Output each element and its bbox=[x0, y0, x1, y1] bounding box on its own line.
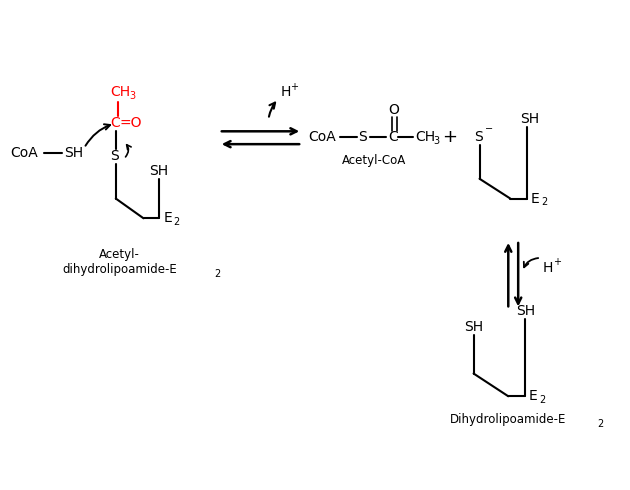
Text: =O: =O bbox=[120, 117, 142, 130]
Text: 2: 2 bbox=[597, 419, 604, 429]
Text: Acetyl-CoA: Acetyl-CoA bbox=[342, 154, 406, 168]
Text: −: − bbox=[484, 124, 493, 134]
Text: 2: 2 bbox=[541, 197, 547, 207]
Text: H: H bbox=[280, 85, 290, 99]
Text: SH: SH bbox=[64, 146, 83, 160]
Text: +: + bbox=[290, 82, 298, 92]
Text: 2: 2 bbox=[539, 395, 545, 405]
Text: SH: SH bbox=[520, 112, 539, 126]
Text: +: + bbox=[442, 128, 457, 146]
Text: Acetyl-: Acetyl- bbox=[100, 248, 140, 261]
Text: 2: 2 bbox=[173, 217, 180, 227]
Text: SH: SH bbox=[516, 304, 535, 318]
Text: E: E bbox=[531, 192, 540, 205]
Text: Dihydrolipoamide-E: Dihydrolipoamide-E bbox=[450, 414, 566, 426]
Text: S: S bbox=[110, 149, 118, 163]
Text: O: O bbox=[388, 102, 399, 117]
Text: C: C bbox=[388, 130, 398, 144]
Text: 3: 3 bbox=[433, 136, 439, 146]
Text: S: S bbox=[358, 130, 367, 144]
Text: 2: 2 bbox=[214, 269, 220, 279]
Text: SH: SH bbox=[464, 320, 483, 334]
Text: 3: 3 bbox=[130, 91, 136, 101]
Text: dihydrolipoamide-E: dihydrolipoamide-E bbox=[62, 263, 177, 276]
Text: C: C bbox=[110, 117, 120, 130]
Text: CoA: CoA bbox=[11, 146, 38, 160]
Text: CH: CH bbox=[110, 85, 130, 99]
Text: E: E bbox=[163, 211, 172, 225]
Text: E: E bbox=[529, 389, 538, 403]
Text: S: S bbox=[474, 130, 483, 144]
Text: SH: SH bbox=[149, 164, 169, 178]
Text: CH: CH bbox=[415, 130, 435, 144]
Text: H: H bbox=[543, 261, 553, 275]
Text: +: + bbox=[553, 257, 561, 267]
Text: CoA: CoA bbox=[308, 130, 336, 144]
